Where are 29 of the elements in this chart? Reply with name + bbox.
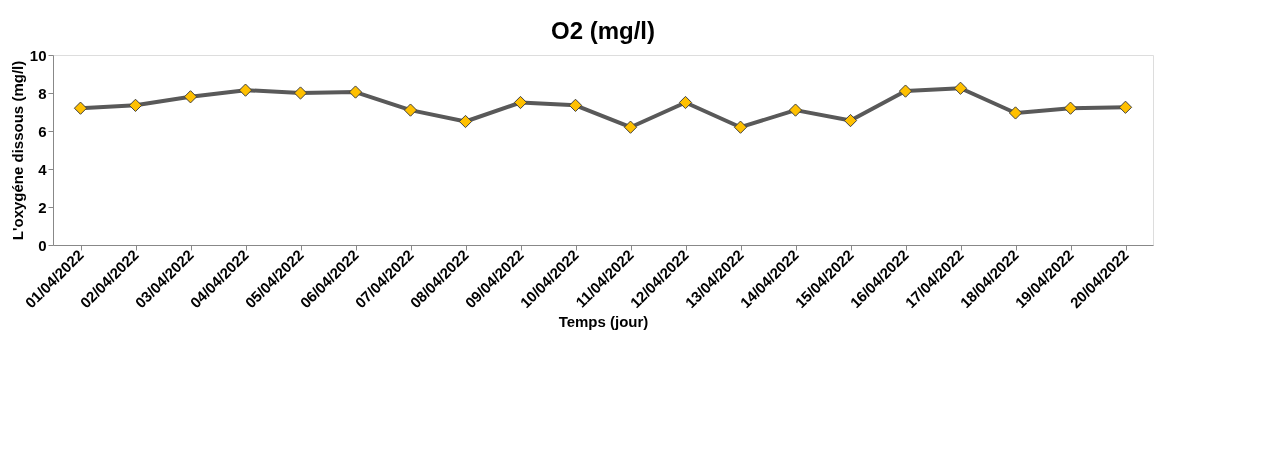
point xyxy=(238,83,253,97)
point xyxy=(898,84,913,98)
point xyxy=(678,95,693,110)
point xyxy=(293,86,308,100)
point xyxy=(458,114,473,129)
point xyxy=(788,103,803,117)
point xyxy=(623,120,638,134)
y-tick-label: 2 xyxy=(38,198,47,216)
y-tick-label: 4 xyxy=(38,160,48,178)
point xyxy=(73,101,88,115)
point xyxy=(513,95,528,110)
point xyxy=(348,85,363,99)
point xyxy=(953,81,968,95)
chart-title: O2 (mg/l) xyxy=(550,17,656,44)
y-tick-label: 10 xyxy=(29,46,47,64)
point xyxy=(733,120,748,134)
y-tick-label: 6 xyxy=(38,122,47,140)
point xyxy=(403,103,418,117)
y-tick-label: 0 xyxy=(38,236,47,254)
point xyxy=(128,98,143,112)
x-axis-title: Temps (jour) xyxy=(558,313,649,331)
point xyxy=(183,90,198,104)
point xyxy=(1118,100,1133,114)
y-axis-title: L'oxygéne dissous (mg/l) xyxy=(8,60,26,241)
point xyxy=(1008,106,1023,120)
point xyxy=(843,113,858,128)
point xyxy=(1063,101,1078,115)
point xyxy=(568,98,583,112)
y-tick-label: 8 xyxy=(38,84,47,102)
